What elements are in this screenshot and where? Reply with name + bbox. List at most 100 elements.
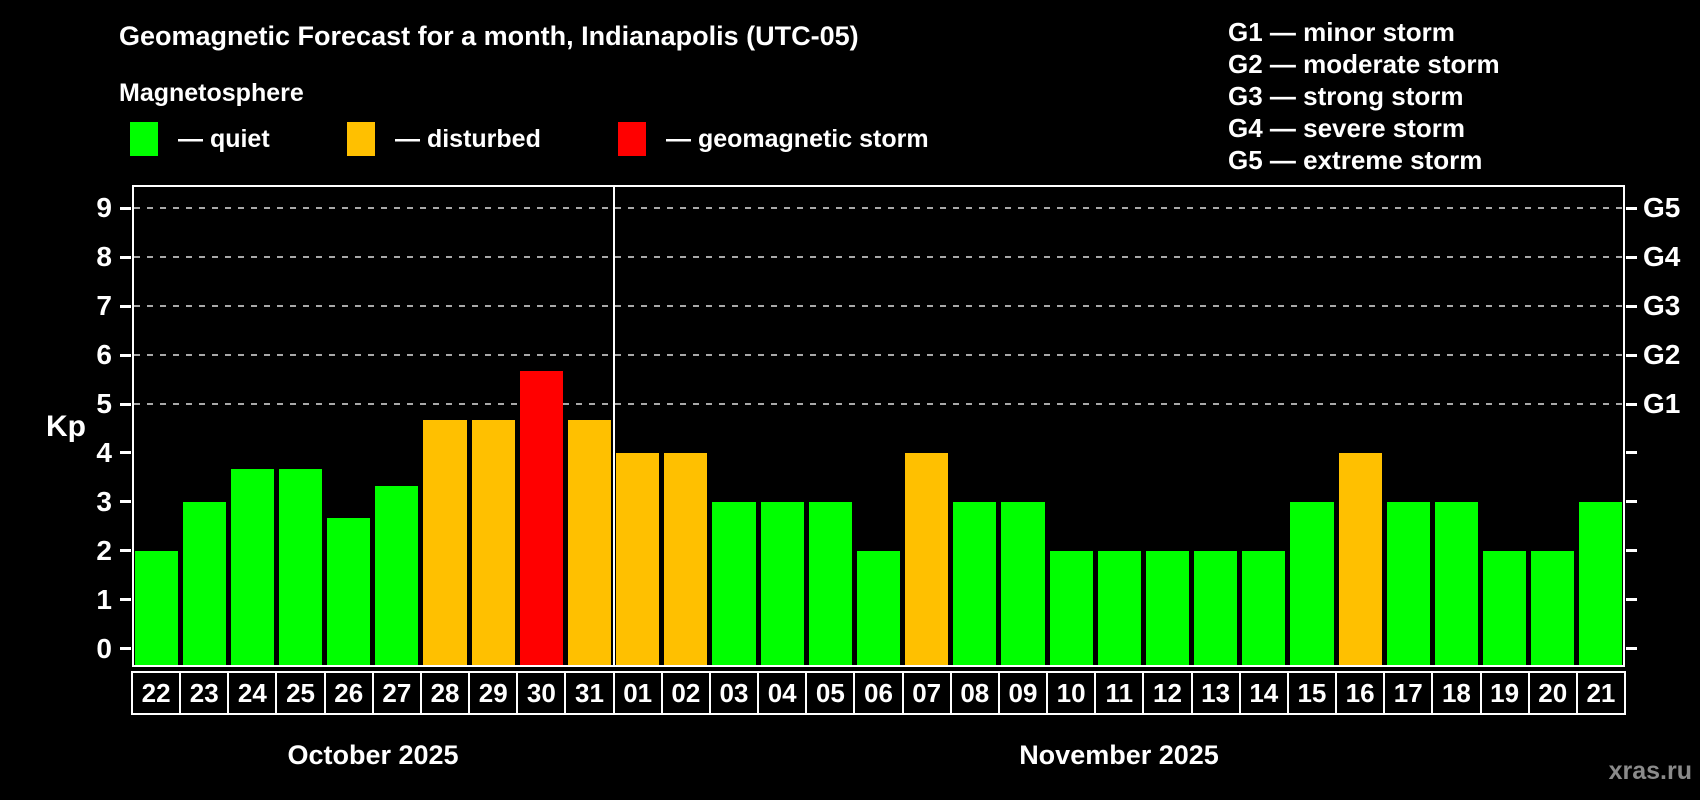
day-label-17: 17 (1383, 671, 1434, 715)
g-axis-label-G2: G2 (1643, 339, 1681, 371)
kp-bar-23 (182, 501, 226, 665)
day-label-26: 26 (323, 671, 374, 715)
g-axis-label-G3: G3 (1643, 290, 1681, 322)
day-label-29: 29 (468, 671, 519, 715)
kp-bar-07 (905, 452, 949, 665)
kp-bar-26 (327, 517, 371, 665)
kp-gridline-6 (134, 354, 1623, 357)
g-legend-line-g5: G5 — extreme storm (1228, 145, 1483, 175)
kp-bar-08 (953, 501, 997, 665)
kp-bar-20 (1531, 550, 1575, 665)
y-axis-tick-left (120, 304, 131, 308)
y-axis-title: Kp (46, 410, 86, 443)
kp-bar-22 (134, 550, 178, 665)
day-label-21: 21 (1575, 671, 1626, 715)
y-axis-tick-right (1626, 402, 1637, 406)
y-axis-tick-label-3: 3 (96, 485, 112, 517)
kp-bar-12 (1145, 550, 1190, 665)
kp-bar-03 (712, 501, 756, 665)
kp-gridline-9 (134, 207, 1623, 210)
kp-gridline-5 (134, 403, 1623, 405)
day-label-28: 28 (419, 671, 471, 715)
g-legend-line-g2: G2 — moderate storm (1228, 49, 1500, 79)
day-label-04: 04 (757, 671, 808, 715)
day-label-14: 14 (1238, 671, 1289, 715)
kp-bar-27 (375, 485, 419, 665)
y-axis-tick-left (120, 206, 131, 210)
y-axis-tick-right (1626, 206, 1637, 210)
day-label-19: 19 (1479, 671, 1530, 715)
y-axis-tick-label-1: 1 (96, 583, 112, 615)
kp-gridline-7 (134, 305, 1623, 308)
legend-item-disturbed: — disturbed (347, 121, 541, 157)
legend-label-disturbed: — disturbed (395, 124, 541, 153)
day-label-03: 03 (708, 671, 760, 715)
y-axis-tick-right (1626, 353, 1637, 357)
y-axis-tick-label-4: 4 (96, 436, 112, 468)
y-axis-tick-right (1626, 500, 1637, 504)
day-label-18: 18 (1431, 671, 1482, 715)
legend-label-storm: — geomagnetic storm (666, 124, 929, 153)
day-label-25: 25 (275, 671, 326, 715)
y-axis-tick-left (120, 255, 131, 259)
day-label-02: 02 (660, 671, 711, 715)
day-label-11: 11 (1094, 671, 1145, 715)
day-label-16: 16 (1335, 671, 1386, 715)
kp-bar-18 (1434, 501, 1478, 665)
y-axis-tick-right (1626, 549, 1637, 553)
y-axis-tick-left (120, 353, 131, 357)
watermark: xras.ru (1608, 757, 1692, 785)
storm-color-swatch (618, 122, 646, 156)
plot-area-border (132, 185, 1625, 667)
legend-item-storm: — geomagnetic storm (618, 121, 929, 157)
y-axis-tick-left (120, 451, 131, 455)
kp-bar-02 (664, 452, 708, 665)
quiet-color-swatch (130, 122, 158, 156)
g-legend-line-g3: G3 — strong storm (1228, 81, 1464, 111)
kp-bar-15 (1290, 501, 1334, 665)
kp-bar-30 (519, 371, 563, 665)
day-label-23: 23 (179, 671, 230, 715)
y-axis-tick-right (1626, 451, 1637, 455)
kp-bar-25 (278, 469, 323, 665)
y-axis-tick-label-7: 7 (96, 290, 112, 322)
g-legend-line-g1: G1 — minor storm (1228, 17, 1455, 47)
y-axis-tick-left (120, 549, 131, 553)
chart-title: Geomagnetic Forecast for a month, Indian… (119, 21, 859, 51)
g-axis-label-G5: G5 (1643, 192, 1681, 224)
kp-bar-19 (1483, 550, 1527, 665)
y-axis-tick-right (1626, 647, 1637, 650)
y-axis-tick-label-5: 5 (96, 388, 112, 419)
g-axis-label-G1: G1 (1643, 388, 1681, 419)
day-label-13: 13 (1190, 671, 1241, 715)
y-axis-tick-label-0: 0 (96, 632, 112, 664)
kp-bar-31 (567, 420, 612, 665)
kp-bar-09 (1001, 501, 1045, 665)
day-label-12: 12 (1142, 671, 1193, 715)
legend-item-quiet: — quiet (130, 121, 270, 157)
kp-bar-04 (760, 501, 804, 665)
kp-bar-24 (230, 469, 274, 665)
kp-bar-28 (423, 420, 467, 665)
kp-bar-13 (1194, 550, 1238, 665)
y-axis-tick-left (120, 647, 131, 650)
g-axis-label-G4: G4 (1643, 241, 1681, 273)
kp-bar-29 (471, 420, 515, 665)
kp-bar-16 (1338, 452, 1382, 665)
y-axis-tick-right (1626, 598, 1637, 602)
day-label-15: 15 (1286, 671, 1338, 715)
day-label-01: 01 (612, 671, 663, 715)
g-scale-legend: G1 — minor storm G2 — moderate storm G3 … (1228, 16, 1500, 176)
y-axis-tick-left (120, 402, 131, 406)
kp-bar-21 (1579, 501, 1623, 665)
day-label-08: 08 (949, 671, 1000, 715)
y-axis-tick-left (120, 598, 131, 602)
day-label-27: 27 (371, 671, 422, 715)
kp-bar-05 (808, 501, 852, 665)
month-separator-line (612, 187, 615, 665)
g-legend-line-g4: G4 — severe storm (1228, 113, 1466, 143)
kp-bar-10 (1049, 550, 1093, 665)
month-label-november: November 2025 (1019, 740, 1219, 770)
kp-bar-06 (856, 550, 901, 665)
day-label-22: 22 (131, 671, 182, 715)
